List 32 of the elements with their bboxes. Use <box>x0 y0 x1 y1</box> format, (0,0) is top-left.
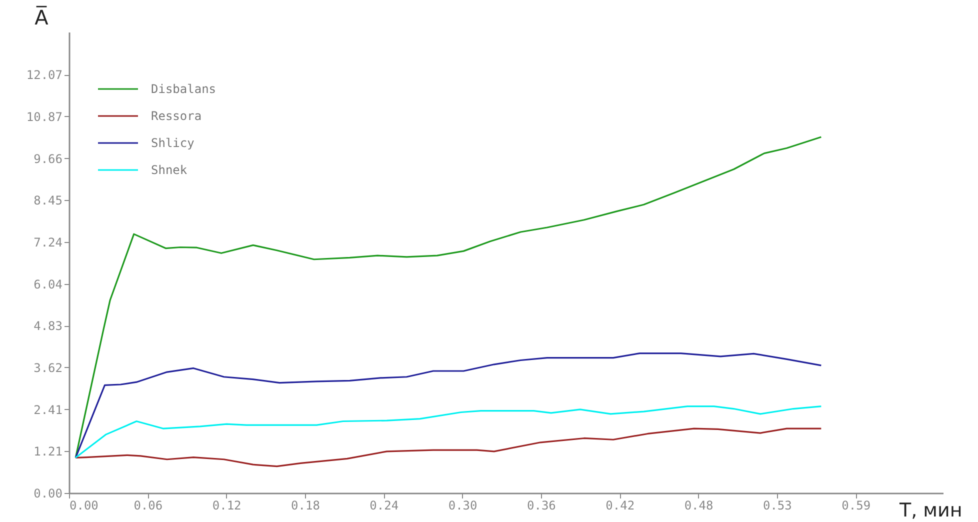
legend-label: Shlicy <box>151 136 194 150</box>
y-tick-label: 6.04 <box>34 277 62 292</box>
y-axis-title: A̅ <box>34 4 49 30</box>
legend-label: Disbalans <box>151 82 216 96</box>
x-tick-label: 0.59 <box>842 498 871 512</box>
line-series <box>74 352 822 458</box>
x-tick-label: 0.42 <box>606 498 635 512</box>
y-tick-label: 12.07 <box>26 68 62 82</box>
x-tick-label: 0.36 <box>527 498 556 512</box>
x-tick-label: 0.12 <box>212 498 242 512</box>
x-tick-label: 0.18 <box>291 498 320 512</box>
x-axis-title: T, мин <box>898 500 962 522</box>
y-tick-label: 10.87 <box>26 110 62 124</box>
y-tick-label: 4.83 <box>34 319 62 334</box>
x-tick-label: 0.00 <box>70 498 98 512</box>
y-tick-label: 1.21 <box>34 444 62 459</box>
x-tick-label: 0.06 <box>134 498 163 512</box>
y-tick-label: 9.66 <box>34 152 62 166</box>
y-tick-label: 0.00 <box>34 486 62 500</box>
y-tick-label: 2.41 <box>34 402 62 417</box>
legend-label: Ressora <box>151 109 202 123</box>
line-series <box>74 136 822 458</box>
y-tick-label: 7.24 <box>34 235 62 250</box>
line-series <box>74 406 822 458</box>
y-tick-label: 3.62 <box>34 360 62 375</box>
x-tick-label: 0.48 <box>684 498 714 512</box>
y-tick-label: 8.45 <box>34 194 62 208</box>
x-tick-label: 0.24 <box>370 498 399 512</box>
x-tick-label: 0.53 <box>762 498 792 512</box>
legend-label: Shnek <box>151 163 188 177</box>
x-tick-label: 0.30 <box>448 498 478 512</box>
line-series <box>74 428 822 468</box>
